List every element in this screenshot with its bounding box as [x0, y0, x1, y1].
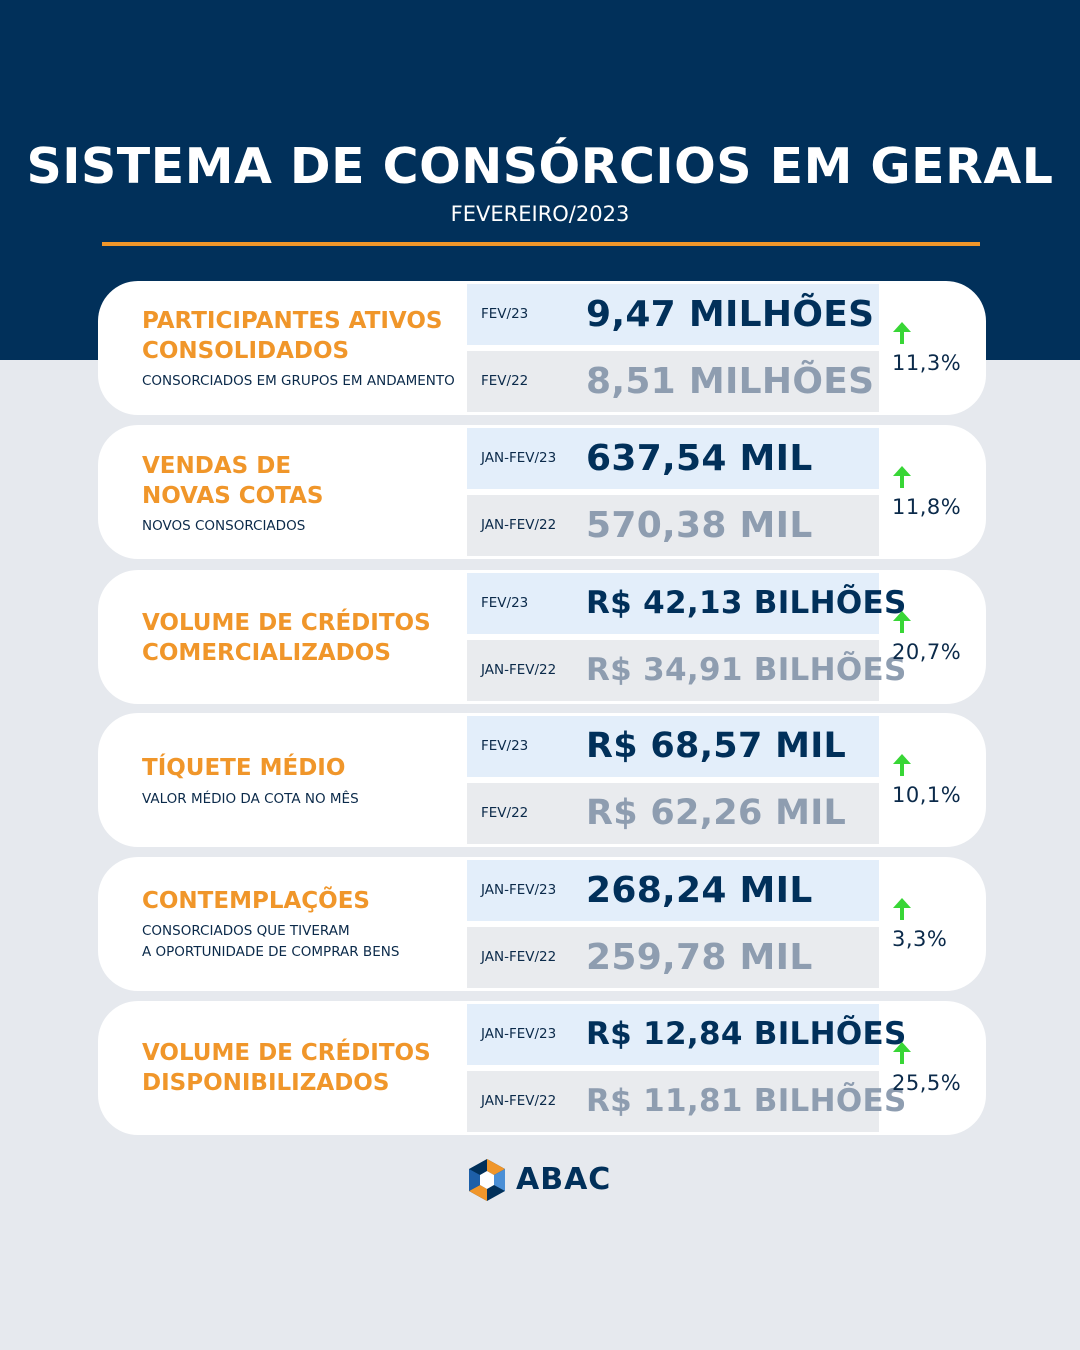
card-title: VOLUME DE CRÉDITOS DISPONIBILIZADOS [142, 1040, 431, 1096]
card-contemplacoes: CONTEMPLAÇÕES CONSORCIADOS QUE TIVERAM A… [98, 857, 986, 991]
card-tiquete-medio: TÍQUETE MÉDIO VALOR MÉDIO DA COTA NO MÊS… [98, 713, 986, 847]
card-title: VENDAS DE NOVAS COTAS [142, 453, 324, 509]
current-value-row: JAN-FEV/23 R$ 12,84 BILHÕES [467, 1004, 906, 1065]
current-period: JAN-FEV/23 [481, 1026, 557, 1042]
current-value-row: FEV/23 9,47 MILHÕES [467, 284, 879, 345]
previous-period: FEV/22 [481, 805, 529, 821]
arrow-up-icon [893, 898, 911, 920]
title-divider [102, 242, 980, 246]
previous-value-row: JAN-FEV/22 R$ 34,91 BILHÕES [467, 640, 906, 701]
card-title: PARTICIPANTES ATIVOS CONSOLIDADOS [142, 308, 443, 364]
current-period: FEV/23 [481, 306, 529, 322]
previous-value-row: JAN-FEV/22 259,78 MIL [467, 927, 879, 988]
change-percent: 3,3% [892, 927, 948, 951]
card-title: TÍQUETE MÉDIO [142, 755, 346, 781]
current-value-row: FEV/23 R$ 68,57 MIL [467, 716, 879, 777]
current-value: 9,47 MILHÕES [586, 294, 875, 335]
previous-value: R$ 62,26 MIL [586, 793, 847, 833]
arrow-up-icon [893, 754, 911, 776]
previous-period: JAN-FEV/22 [481, 949, 557, 965]
current-value-row: JAN-FEV/23 268,24 MIL [467, 860, 879, 921]
change-percent: 10,1% [892, 783, 962, 807]
current-value: R$ 68,57 MIL [586, 726, 847, 766]
card-title: CONTEMPLAÇÕES [142, 888, 370, 914]
previous-value: 8,51 MILHÕES [586, 361, 875, 402]
current-value-row: JAN-FEV/23 637,54 MIL [467, 428, 879, 489]
change-percent: 11,8% [892, 495, 962, 519]
card-vendas-novas-cotas: VENDAS DE NOVAS COTAS NOVOS CONSORCIADOS… [98, 425, 986, 559]
change-percent: 20,7% [892, 640, 962, 664]
card-description: VALOR MÉDIO DA COTA NO MÊS [142, 791, 359, 807]
previous-value-row: FEV/22 8,51 MILHÕES [467, 351, 879, 412]
current-period: JAN-FEV/23 [481, 882, 557, 898]
current-value: R$ 12,84 BILHÕES [586, 1016, 907, 1052]
page-subtitle: FEVEREIRO/2023 [450, 202, 630, 226]
previous-value: R$ 11,81 BILHÕES [586, 1083, 907, 1119]
previous-period: JAN-FEV/22 [481, 1093, 557, 1109]
previous-period: JAN-FEV/22 [481, 517, 557, 533]
change-percent: 25,5% [892, 1071, 962, 1095]
current-value: 637,54 MIL [586, 438, 813, 479]
previous-value: 259,78 MIL [586, 937, 813, 978]
card-title: VOLUME DE CRÉDITOS COMERCIALIZADOS [142, 610, 431, 666]
current-value: 268,24 MIL [586, 870, 813, 911]
abac-logo-text: ABAC [516, 1162, 612, 1197]
card-description: NOVOS CONSORCIADOS [142, 518, 306, 534]
previous-value-row: JAN-FEV/22 R$ 11,81 BILHÕES [467, 1071, 906, 1132]
arrow-up-icon [893, 611, 911, 633]
previous-period: FEV/22 [481, 373, 529, 389]
previous-value-row: FEV/22 R$ 62,26 MIL [467, 783, 879, 844]
current-period: JAN-FEV/23 [481, 450, 557, 466]
current-period: FEV/23 [481, 595, 529, 611]
card-volume-creditos-disponibilizados: VOLUME DE CRÉDITOS DISPONIBILIZADOS JAN-… [98, 1001, 986, 1135]
previous-value: R$ 34,91 BILHÕES [586, 652, 907, 688]
previous-value-row: JAN-FEV/22 570,38 MIL [467, 495, 879, 556]
card-description: CONSORCIADOS EM GRUPOS EM ANDAMENTO [142, 373, 455, 389]
abac-logo-icon [469, 1159, 505, 1201]
current-value-row: FEV/23 R$ 42,13 BILHÕES [467, 573, 906, 634]
current-period: FEV/23 [481, 738, 529, 754]
arrow-up-icon [893, 466, 911, 488]
change-percent: 11,3% [892, 351, 962, 375]
card-volume-creditos-comercializados: VOLUME DE CRÉDITOS COMERCIALIZADOS FEV/2… [98, 570, 986, 704]
card-participantes-ativos: PARTICIPANTES ATIVOS CONSOLIDADOS CONSOR… [98, 281, 986, 415]
previous-period: JAN-FEV/22 [481, 662, 557, 678]
arrow-up-icon [893, 1042, 911, 1064]
page-title: SISTEMA DE CONSÓRCIOS EM GERAL [26, 138, 1054, 195]
previous-value: 570,38 MIL [586, 505, 813, 546]
arrow-up-icon [893, 322, 911, 344]
card-description: CONSORCIADOS QUE TIVERAM A OPORTUNIDADE … [142, 923, 400, 960]
current-value: R$ 42,13 BILHÕES [586, 585, 907, 621]
